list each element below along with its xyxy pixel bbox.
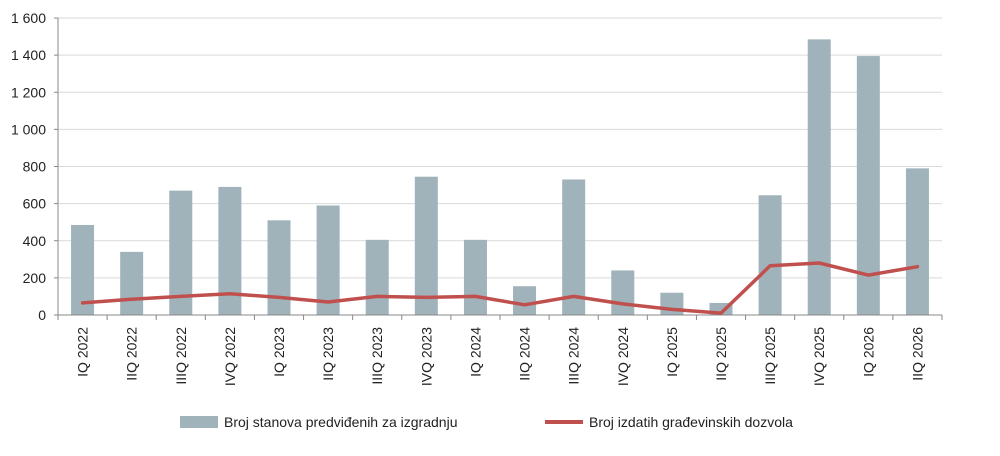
x-tick-label: IVQ 2024 bbox=[615, 327, 631, 386]
y-tick-label: 200 bbox=[23, 270, 47, 286]
x-tick-label: IIQ 2022 bbox=[124, 327, 140, 381]
x-tick-label: IIIQ 2024 bbox=[566, 327, 582, 385]
legend: Broj stanova predviđenih za izgradnju Br… bbox=[0, 410, 1000, 434]
bar-series bbox=[71, 39, 929, 316]
tick-labels: 0 200 400 600 800 1 000 1 200 1 400 1 600 IQ 2022… bbox=[11, 10, 925, 386]
y-tick-label: 1 200 bbox=[11, 84, 46, 100]
series-line bbox=[80, 261, 920, 315]
x-tick-label: IQ 2022 bbox=[75, 327, 91, 377]
x-tick-label: IIIQ 2025 bbox=[762, 327, 778, 385]
y-tick-label: 1 000 bbox=[11, 121, 46, 137]
line-series bbox=[80, 261, 920, 315]
x-tick-label: IQ 2026 bbox=[860, 327, 876, 377]
bar bbox=[905, 168, 929, 315]
legend-item-bars: Broj stanova predviđenih za izgradnju bbox=[180, 410, 457, 434]
bar bbox=[218, 186, 242, 315]
legend-line-swatch bbox=[545, 420, 583, 424]
bar bbox=[71, 224, 95, 315]
bar bbox=[611, 270, 635, 315]
x-tick-label: IIQ 2025 bbox=[713, 327, 729, 381]
bar bbox=[807, 39, 831, 316]
y-tick-label: 400 bbox=[23, 233, 47, 249]
x-tick-label: IIIQ 2022 bbox=[173, 327, 189, 385]
y-tick-label: 800 bbox=[23, 159, 47, 175]
bar bbox=[856, 56, 880, 315]
x-tick-label: IQ 2023 bbox=[271, 327, 287, 377]
bar bbox=[267, 220, 291, 315]
bar bbox=[513, 286, 537, 315]
bar bbox=[316, 205, 340, 315]
bar bbox=[365, 239, 389, 315]
bar bbox=[169, 190, 193, 315]
bar bbox=[562, 179, 586, 315]
x-tick-label: IVQ 2025 bbox=[811, 327, 827, 386]
legend-item-line: Broj izdatih građevinskih dozvola bbox=[545, 410, 793, 434]
x-tick-label: IIQ 2023 bbox=[320, 327, 336, 381]
y-tick-label: 0 bbox=[38, 307, 46, 323]
bar bbox=[120, 251, 144, 315]
axes bbox=[54, 17, 943, 320]
x-tick-label: IVQ 2023 bbox=[418, 327, 434, 386]
x-tick-label: IIIQ 2023 bbox=[369, 327, 385, 385]
x-tick-label: IIQ 2024 bbox=[517, 327, 533, 381]
x-tick-label: IQ 2024 bbox=[467, 327, 483, 377]
gridlines bbox=[58, 17, 942, 279]
legend-bar-label: Broj stanova predviđenih za izgradnju bbox=[224, 414, 458, 430]
legend-bar-swatch bbox=[180, 416, 218, 428]
bar bbox=[758, 195, 782, 315]
x-tick-label: IIQ 2026 bbox=[909, 327, 925, 381]
y-tick-label: 600 bbox=[23, 196, 47, 212]
x-tick-label: IQ 2025 bbox=[664, 327, 680, 377]
y-tick-label: 1 600 bbox=[11, 10, 46, 26]
y-tick-label: 1 400 bbox=[11, 47, 46, 63]
legend-line-label: Broj izdatih građevinskih dozvola bbox=[589, 414, 793, 430]
bar bbox=[414, 176, 438, 315]
x-tick-label: IVQ 2022 bbox=[222, 327, 238, 386]
bar bbox=[463, 239, 487, 315]
